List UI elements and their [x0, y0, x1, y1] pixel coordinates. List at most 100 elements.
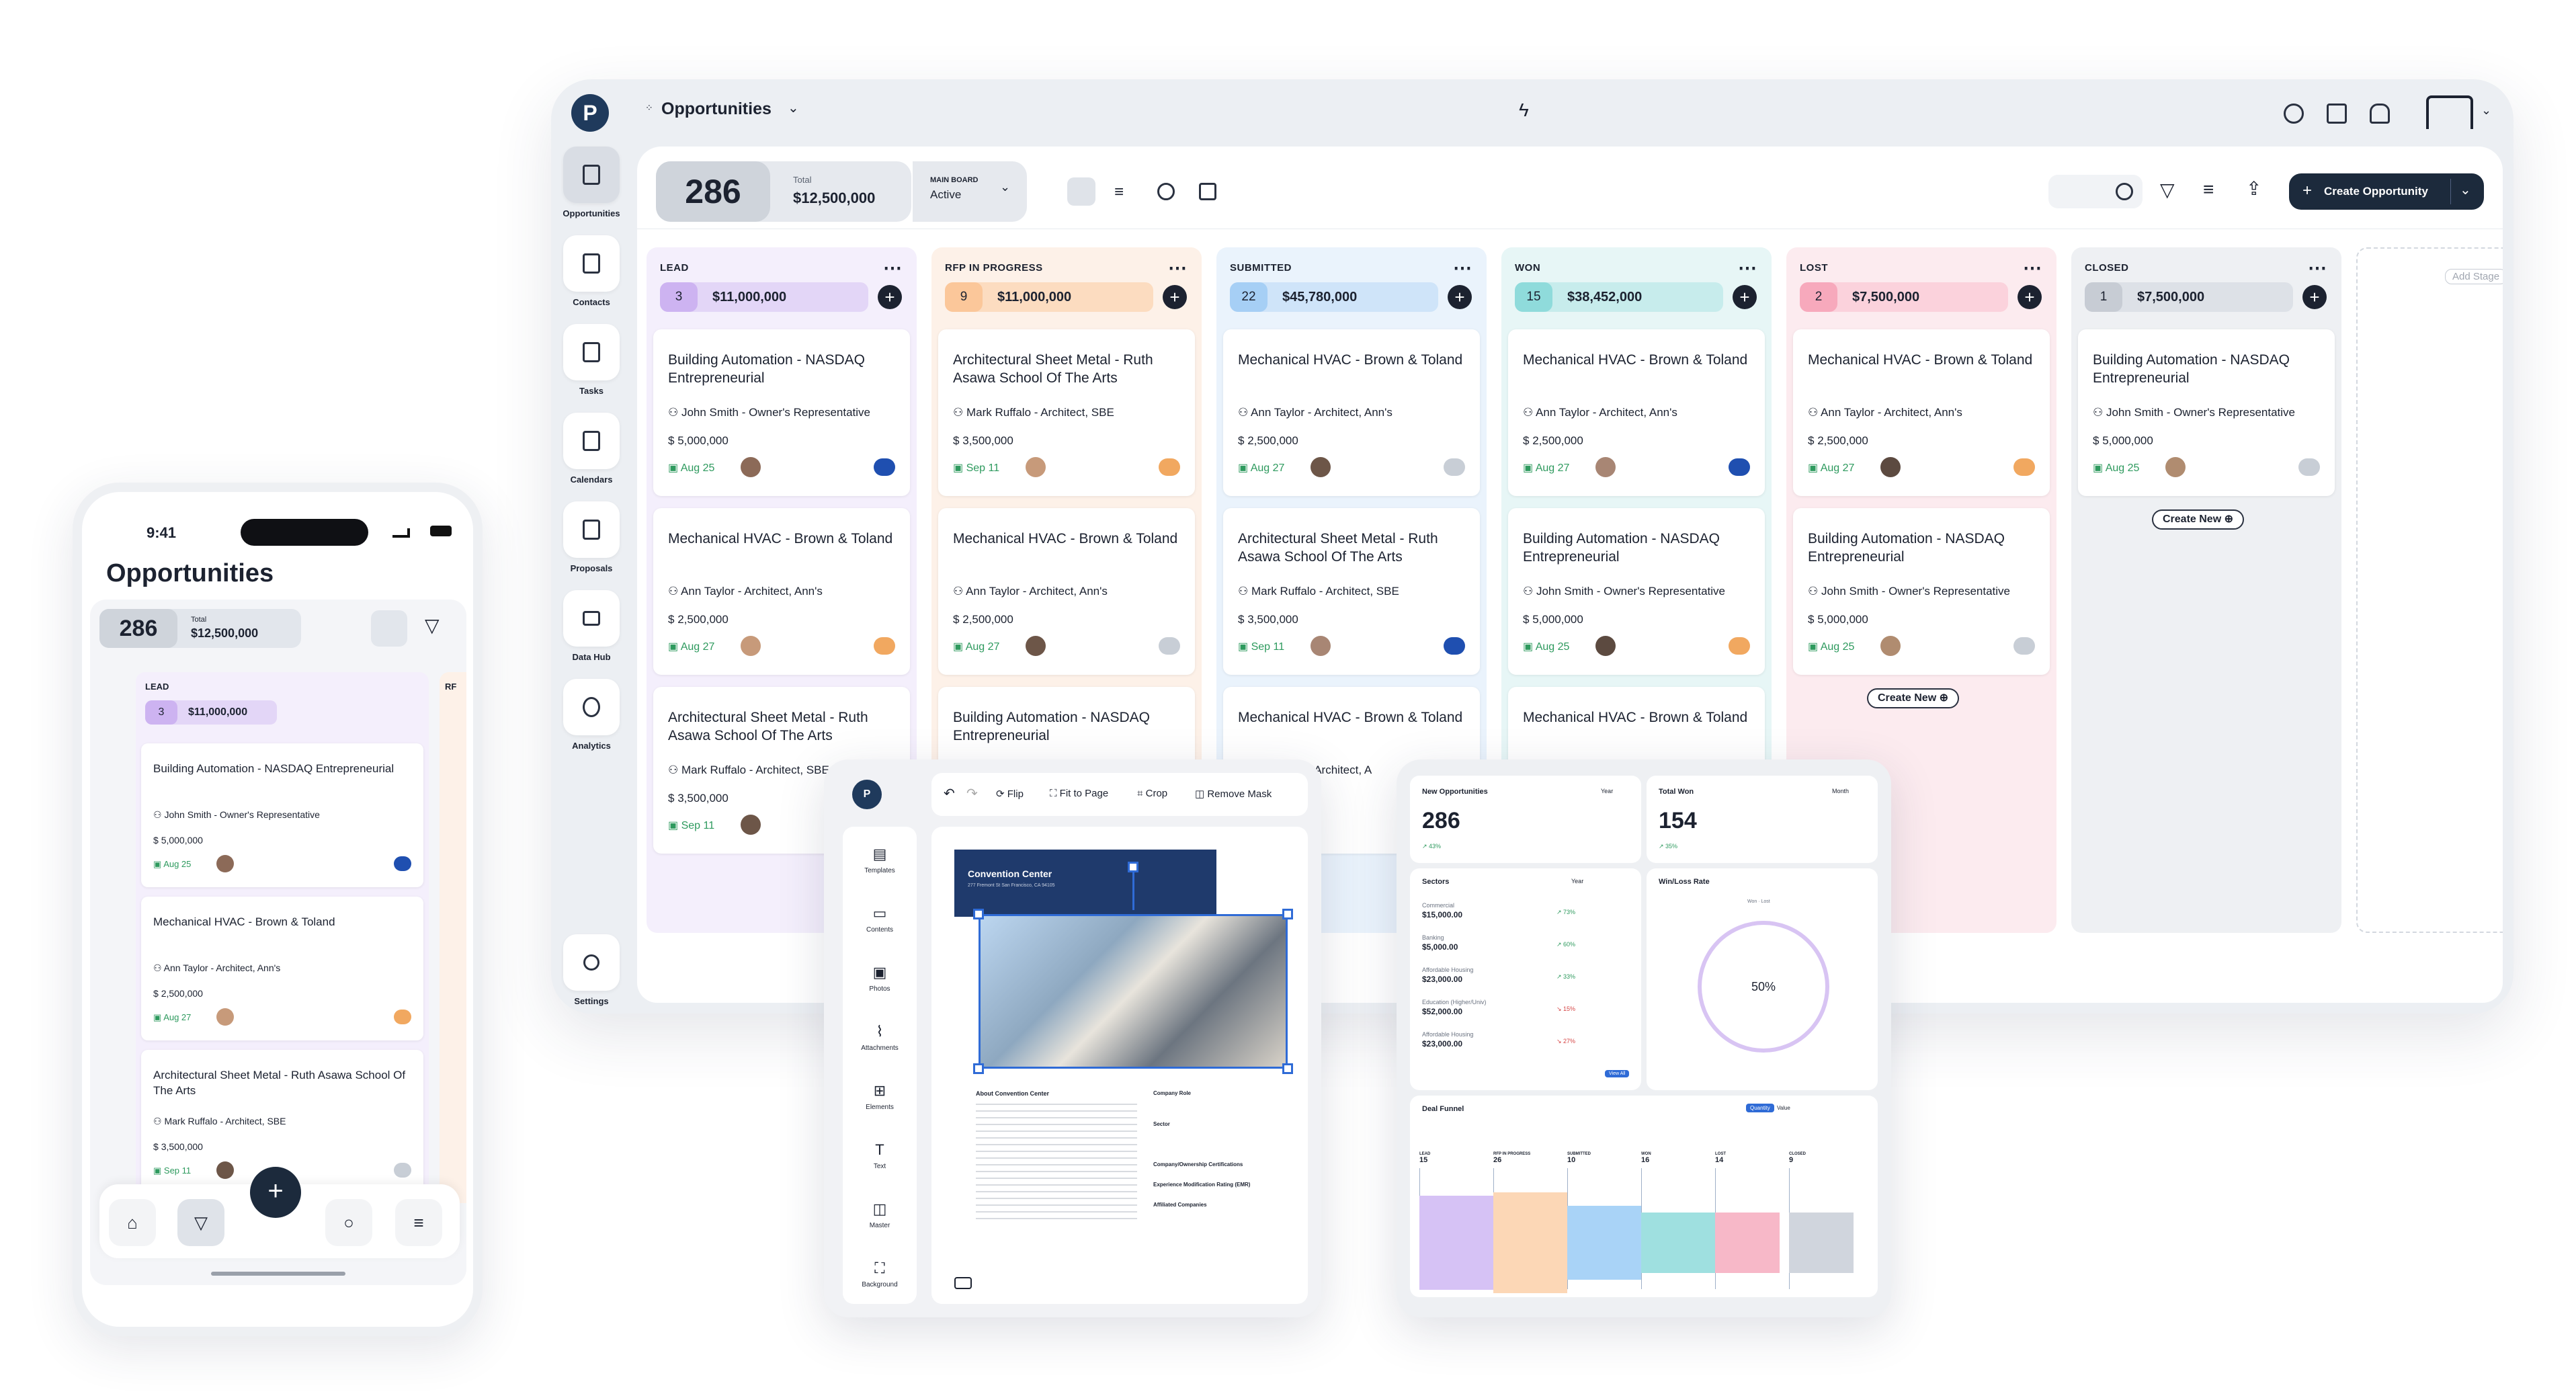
funnel-icon[interactable]: ▽ [177, 1199, 224, 1246]
status-badge[interactable] [1444, 458, 1465, 476]
add-stage-button[interactable]: Add Stage [2445, 269, 2503, 284]
more-icon[interactable]: ⋯ [883, 257, 902, 278]
kanban-view-icon[interactable] [371, 610, 407, 647]
export-icon[interactable]: ⇪ [2246, 178, 2262, 199]
avatar[interactable] [741, 815, 761, 835]
status-badge[interactable] [394, 856, 411, 871]
editor-tool-contents[interactable]: ▭ Contents [843, 905, 917, 934]
status-badge[interactable] [1159, 458, 1180, 476]
view-all-button[interactable]: View All [1605, 1070, 1630, 1077]
status-badge[interactable] [394, 1010, 411, 1024]
home-icon[interactable] [2327, 104, 2347, 124]
nav-opportunities[interactable]: Opportunities [562, 147, 621, 218]
create-opportunity-button[interactable]: + Create Opportunity ⌄ [2289, 173, 2484, 210]
add-card-button[interactable]: + [878, 285, 902, 309]
avatar[interactable] [216, 855, 234, 872]
building-photo[interactable] [979, 914, 1288, 1069]
add-card-button[interactable]: + [1733, 285, 1757, 309]
create-new-button[interactable]: Create New ⊕ [1867, 688, 1960, 708]
add-card-button[interactable]: + [2302, 285, 2327, 309]
fit-to-page-button[interactable]: ⛶ Fit to Page [1050, 788, 1109, 799]
opportunity-card[interactable]: Mechanical HVAC - Brown & Toland ⚇ Ann Ta… [1793, 329, 2050, 496]
status-badge[interactable] [1729, 637, 1750, 655]
value-toggle[interactable]: Value [1777, 1105, 1790, 1111]
chevron-down-icon[interactable]: ⌄ [788, 101, 799, 116]
opportunity-card[interactable]: Architectural Sheet Metal - Ruth Asawa S… [1223, 508, 1480, 675]
period-select[interactable]: Month [1832, 788, 1850, 794]
home-icon[interactable]: ⌂ [109, 1199, 156, 1246]
avatar[interactable] [741, 636, 761, 656]
avatar[interactable] [1311, 636, 1331, 656]
more-icon[interactable]: ⋯ [2308, 257, 2327, 278]
period-select[interactable]: Year [1571, 878, 1584, 885]
menu-icon[interactable]: ≡ [395, 1199, 442, 1246]
create-new-button[interactable]: Create New ⊕ [2152, 509, 2245, 530]
status-badge[interactable] [2013, 458, 2035, 476]
nav-settings[interactable]: Settings [562, 934, 621, 1006]
opportunity-card[interactable]: Mechanical HVAC - Brown & Toland ⚇ Ann Ta… [653, 508, 910, 675]
nav-analytics[interactable]: Analytics [562, 679, 621, 751]
opportunity-card[interactable]: Building Automation - NASDAQ Entrepreneu… [2078, 329, 2335, 496]
location-icon[interactable] [2284, 104, 2304, 124]
flip-button[interactable]: ⟳ Flip [996, 788, 1024, 800]
avatar[interactable] [1595, 457, 1616, 477]
more-icon[interactable]: ⋯ [1168, 257, 1187, 278]
remove-mask-button[interactable]: ◫ Remove Mask [1195, 788, 1272, 800]
chevron-down-icon[interactable]: ⌄ [2481, 104, 2492, 117]
opportunity-card[interactable]: Architectural Sheet Metal - Ruth Asawa S… [938, 329, 1195, 496]
status-badge[interactable] [2298, 458, 2320, 476]
avatar[interactable] [1595, 636, 1616, 656]
avatar[interactable] [216, 1161, 234, 1179]
opportunity-card[interactable]: Mechanical HVAC - Brown & Toland ⚇ Ann Ta… [1223, 329, 1480, 496]
rotate-handle[interactable] [1128, 862, 1138, 872]
lightning-icon[interactable]: ϟ [1519, 99, 1529, 120]
status-badge[interactable] [874, 458, 895, 476]
avatar[interactable] [1880, 457, 1901, 477]
filter-icon[interactable]: ▽ [2160, 179, 2175, 200]
app-logo[interactable]: P [571, 94, 609, 132]
nav-calendars[interactable]: Calendars [562, 413, 621, 485]
grid-menu-icon[interactable]: ⁘ [645, 102, 653, 113]
chart-view-icon[interactable] [1157, 183, 1175, 200]
add-card-button[interactable]: + [1163, 285, 1187, 309]
kanban-view-icon[interactable] [1067, 177, 1095, 206]
search-icon[interactable] [2116, 183, 2133, 200]
resize-handle[interactable] [1282, 1063, 1293, 1074]
editor-tool-attachments[interactable]: ⌇ Attachments [843, 1023, 917, 1052]
redo-icon[interactable]: ↷ [966, 786, 978, 801]
avatar[interactable] [741, 457, 761, 477]
editor-tool-master[interactable]: ◫ Master [843, 1200, 917, 1229]
add-card-button[interactable]: + [1448, 285, 1472, 309]
sort-icon[interactable]: ≡ [2203, 179, 2214, 200]
avatar[interactable] [2165, 457, 2186, 477]
period-select[interactable]: Year [1601, 788, 1614, 794]
nav-tasks[interactable]: Tasks [562, 324, 621, 396]
opportunity-card[interactable]: Building Automation - NASDAQ Entrepreneu… [653, 329, 910, 496]
editor-canvas[interactable]: Convention Center 277 Fremont St San Fra… [931, 827, 1308, 1304]
avatar[interactable] [1880, 636, 1901, 656]
status-badge[interactable] [1159, 637, 1180, 655]
resize-handle[interactable] [973, 1063, 984, 1074]
company-logo[interactable] [2426, 95, 2473, 129]
resize-handle[interactable] [973, 909, 984, 919]
editor-tool-templates[interactable]: ▤ Templates [843, 846, 917, 874]
status-badge[interactable] [2013, 637, 2035, 655]
add-button[interactable]: + [250, 1167, 301, 1218]
add-stage-column[interactable]: Add Stage [2356, 247, 2503, 933]
undo-icon[interactable]: ↶ [944, 786, 955, 801]
opportunity-card[interactable]: Building Automation - NASDAQ Entrepreneu… [1508, 508, 1765, 675]
more-icon[interactable]: ⋯ [1738, 257, 1757, 278]
status-badge[interactable] [1444, 637, 1465, 655]
status-badge[interactable] [394, 1163, 411, 1178]
filter-icon[interactable]: ▽ [425, 615, 440, 636]
editor-tool-photos[interactable]: ▣ Photos [843, 964, 917, 993]
more-icon[interactable]: ⋯ [2023, 257, 2042, 278]
avatar[interactable] [1026, 636, 1046, 656]
avatar[interactable] [1026, 457, 1046, 477]
search-icon[interactable]: ○ [325, 1199, 372, 1246]
module-title[interactable]: Opportunities [661, 99, 772, 118]
editor-tool-background[interactable]: ⛶ Background [843, 1260, 917, 1288]
nav-contacts[interactable]: Contacts [562, 235, 621, 307]
avatar[interactable] [1311, 457, 1331, 477]
opportunity-card[interactable]: Building Automation - NASDAQ Entrepreneu… [141, 743, 423, 887]
